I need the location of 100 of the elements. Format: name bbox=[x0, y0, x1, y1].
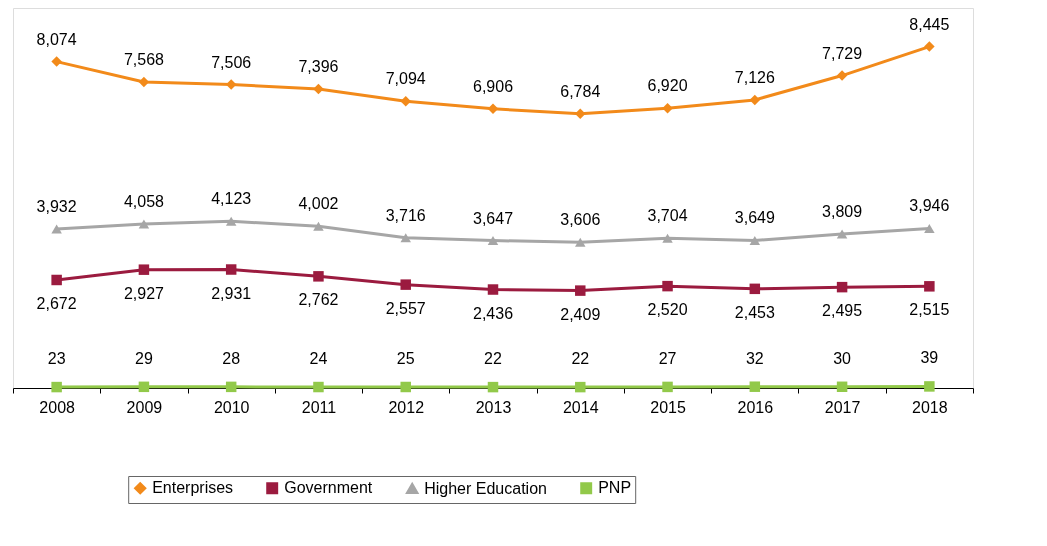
point bbox=[225, 216, 237, 226]
legend-label: Government bbox=[284, 479, 373, 497]
x-tick-label: 2012 bbox=[388, 398, 425, 416]
data-label: 7,094 bbox=[385, 70, 426, 88]
legend-label: Enterprises bbox=[152, 479, 234, 497]
data-label: 3,809 bbox=[822, 203, 863, 221]
x-tick-label: 2018 bbox=[912, 398, 948, 416]
point bbox=[138, 264, 150, 275]
point bbox=[836, 381, 848, 393]
data-label: 3,932 bbox=[36, 198, 77, 216]
point bbox=[662, 233, 673, 243]
point bbox=[487, 284, 499, 295]
data-label: 25 bbox=[396, 349, 415, 367]
data-label: 2,931 bbox=[211, 284, 252, 302]
point bbox=[749, 94, 761, 106]
data-label: 7,506 bbox=[211, 53, 252, 71]
data-label: 3,716 bbox=[385, 206, 426, 224]
point bbox=[836, 229, 848, 239]
point bbox=[749, 381, 761, 392]
data-label: 22 bbox=[571, 350, 590, 368]
x-tick-label: 2013 bbox=[475, 398, 512, 416]
point bbox=[924, 223, 935, 234]
data-label: 2,409 bbox=[560, 305, 601, 323]
data-label: 6,920 bbox=[647, 77, 688, 95]
data-label: 24 bbox=[309, 350, 328, 368]
point bbox=[400, 95, 411, 107]
data-label: 8,445 bbox=[909, 15, 950, 33]
point bbox=[400, 279, 411, 290]
x-tick-label: 2016 bbox=[737, 398, 774, 416]
data-label: 3,704 bbox=[647, 207, 688, 225]
point bbox=[225, 381, 237, 393]
data-label: 27 bbox=[658, 349, 677, 367]
data-label: 2,927 bbox=[123, 284, 165, 302]
point bbox=[487, 103, 499, 115]
data-label: 6,784 bbox=[560, 82, 601, 100]
data-label: 4,123 bbox=[211, 190, 252, 208]
data-label: 3,647 bbox=[472, 209, 514, 227]
data-label: 23 bbox=[47, 350, 66, 368]
point bbox=[836, 281, 848, 293]
data-label: 2,453 bbox=[734, 303, 775, 321]
point bbox=[51, 224, 62, 234]
data-label: 32 bbox=[745, 349, 764, 367]
data-label: 3,649 bbox=[734, 209, 775, 227]
x-tick-label: 2014 bbox=[562, 398, 599, 416]
point bbox=[662, 381, 673, 393]
data-label: 7,568 bbox=[123, 51, 165, 69]
point bbox=[51, 56, 62, 67]
data-label: 30 bbox=[833, 349, 852, 367]
data-label: 3,946 bbox=[909, 197, 950, 215]
data-label: 3,606 bbox=[560, 211, 601, 229]
x-tick-label: 2015 bbox=[650, 398, 686, 416]
point bbox=[138, 219, 150, 229]
data-label: 7,396 bbox=[298, 58, 339, 76]
legend-label: Higher Education bbox=[424, 479, 547, 497]
x-tick-label: 2010 bbox=[213, 398, 250, 416]
data-label: 7,729 bbox=[822, 44, 863, 62]
point bbox=[575, 285, 586, 296]
point bbox=[400, 233, 411, 243]
point bbox=[662, 103, 673, 114]
data-label: 2,495 bbox=[822, 302, 863, 320]
data-label: 6,906 bbox=[472, 77, 514, 95]
point bbox=[487, 236, 499, 246]
point bbox=[313, 83, 324, 95]
point bbox=[662, 280, 673, 292]
data-label: 28 bbox=[222, 349, 241, 367]
x-tick-label: 2008 bbox=[39, 398, 76, 416]
point bbox=[575, 381, 586, 393]
data-label: 2,672 bbox=[36, 294, 77, 312]
point bbox=[225, 264, 237, 275]
data-label: 29 bbox=[135, 349, 153, 367]
data-label: 8,074 bbox=[36, 30, 77, 48]
data-label: 2,762 bbox=[298, 291, 339, 309]
point bbox=[749, 283, 761, 295]
point bbox=[313, 271, 324, 282]
point bbox=[487, 381, 499, 393]
data-label: 4,058 bbox=[123, 192, 165, 210]
point bbox=[313, 221, 324, 231]
point bbox=[924, 41, 935, 52]
legend-label: PNP bbox=[598, 479, 632, 497]
point bbox=[575, 108, 586, 119]
data-label: 7,126 bbox=[734, 68, 775, 86]
x-tick-label: 2009 bbox=[126, 398, 163, 416]
point bbox=[51, 381, 62, 393]
point bbox=[575, 237, 586, 247]
x-tick-label: 2011 bbox=[301, 398, 337, 416]
point bbox=[749, 235, 761, 246]
point bbox=[400, 381, 411, 393]
point bbox=[51, 274, 62, 286]
data-label: 39 bbox=[920, 349, 939, 367]
x-tick-label: 2017 bbox=[824, 398, 861, 416]
point bbox=[836, 70, 848, 81]
point bbox=[313, 381, 324, 393]
data-label: 4,002 bbox=[298, 195, 339, 213]
data-label: 2,557 bbox=[385, 299, 426, 317]
point bbox=[138, 381, 150, 393]
data-label: 2,520 bbox=[647, 301, 688, 319]
data-label: 2,436 bbox=[472, 304, 514, 322]
data-label: 2,515 bbox=[909, 301, 950, 319]
data-label: 22 bbox=[484, 350, 502, 368]
point bbox=[924, 381, 935, 392]
